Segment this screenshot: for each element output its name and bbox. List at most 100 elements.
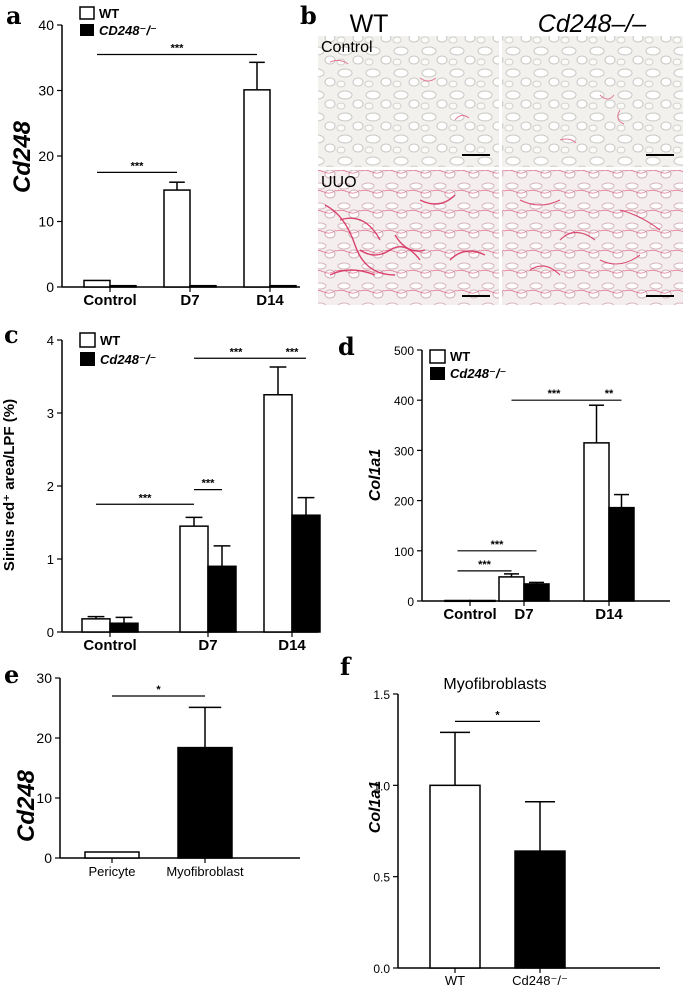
panel-letter-b: b bbox=[300, 1, 317, 30]
legend-swatch-wt bbox=[79, 6, 95, 20]
x-tick-label: Pericyte bbox=[89, 864, 136, 879]
y-tick-label: 10 bbox=[36, 790, 52, 806]
bar bbox=[291, 514, 321, 633]
legend-label-ko: CD248⁻/⁻ bbox=[99, 23, 157, 38]
micrograph-row-label-uuo: UUO bbox=[321, 174, 357, 191]
x-tick-label: Myofibroblast bbox=[166, 864, 244, 879]
legend-label-wt: WT bbox=[99, 6, 119, 21]
y-tick-label: 500 bbox=[394, 344, 414, 358]
legend-label-ko: Cd248⁻/⁻ bbox=[450, 366, 506, 381]
micrograph-col-header-ko: Cd248–/– bbox=[538, 10, 648, 38]
bar bbox=[163, 189, 191, 288]
x-tick-label: D7 bbox=[198, 637, 217, 654]
staining-wt-uuo bbox=[324, 194, 486, 276]
bar bbox=[514, 850, 566, 969]
y-tick-label: 400 bbox=[394, 394, 414, 408]
legend-swatch-ko bbox=[430, 367, 445, 380]
significance-label: *** bbox=[548, 388, 562, 400]
x-tick-label: D14 bbox=[278, 637, 306, 654]
y-tick-label: 20 bbox=[36, 730, 52, 746]
legend-label-wt: WT bbox=[450, 349, 470, 364]
bar bbox=[429, 784, 481, 969]
significance-label: *** bbox=[171, 42, 185, 54]
y-axis-label-e: Cd248 bbox=[13, 769, 40, 842]
legend-d: WT Cd248⁻/⁻ bbox=[429, 349, 506, 381]
bar bbox=[177, 746, 233, 859]
y-tick-label: 0 bbox=[407, 595, 414, 609]
significance-label: *** bbox=[286, 346, 300, 358]
bar bbox=[263, 394, 293, 633]
x-tick-label: D7 bbox=[180, 292, 199, 309]
bar bbox=[189, 284, 217, 288]
y-tick-label: 2 bbox=[47, 479, 54, 494]
x-tick-label: Control bbox=[83, 292, 136, 309]
bar bbox=[84, 851, 140, 859]
x-tick-label: D14 bbox=[595, 606, 623, 623]
panel-letter-a: a bbox=[6, 1, 22, 30]
micrograph-ko-uuo bbox=[502, 170, 683, 305]
x-tick-label: D7 bbox=[514, 606, 533, 623]
micrograph-wt-uuo bbox=[318, 170, 499, 305]
panel-letter-c: c bbox=[4, 320, 19, 349]
y-tick-label: 20 bbox=[38, 148, 54, 164]
legend-a: WT CD248⁻/⁻ bbox=[79, 6, 157, 38]
bar bbox=[243, 89, 271, 288]
significance-label: * bbox=[495, 709, 500, 721]
y-tick-label: 10 bbox=[38, 214, 54, 230]
y-tick-label: 40 bbox=[38, 17, 54, 33]
x-tick-label: Control bbox=[443, 606, 496, 623]
y-tick-label: 1 bbox=[47, 552, 54, 567]
significance-label: ** bbox=[605, 388, 614, 400]
legend-swatch-ko bbox=[80, 352, 95, 366]
x-tick-label: Cd248⁻/⁻ bbox=[512, 973, 568, 985]
bar bbox=[109, 284, 137, 288]
panel-letter-f: f bbox=[340, 652, 352, 681]
y-axis-label-d: Col1a1 bbox=[367, 449, 384, 502]
bar bbox=[469, 599, 496, 603]
staining-ko-control bbox=[559, 94, 625, 144]
y-tick-label: 200 bbox=[394, 495, 414, 509]
significance-label: *** bbox=[478, 559, 492, 571]
bar bbox=[498, 576, 525, 602]
legend-swatch-ko bbox=[80, 24, 94, 36]
legend-label-wt: WT bbox=[100, 333, 120, 348]
x-tick-label: WT bbox=[445, 973, 465, 985]
panel-letter-e: e bbox=[4, 660, 19, 689]
bar bbox=[444, 599, 471, 603]
y-tick-label: 0 bbox=[44, 850, 52, 866]
x-tick-label: Control bbox=[83, 637, 136, 654]
significance-label: *** bbox=[230, 346, 244, 358]
bar bbox=[83, 279, 111, 288]
legend-label-ko: Cd248⁻/⁻ bbox=[100, 352, 156, 367]
staining-wt-control bbox=[329, 59, 470, 121]
y-axis-label-f: Col1a1 bbox=[367, 781, 384, 834]
bar bbox=[207, 565, 237, 633]
bar bbox=[608, 506, 635, 602]
y-tick-label: 100 bbox=[394, 545, 414, 559]
legend-swatch-wt bbox=[79, 332, 96, 348]
micrograph-panel-b: WT Cd248–/– Control UUO bbox=[318, 10, 683, 305]
y-axis-label-c: Sirius red⁺ area/LPF (%) bbox=[1, 399, 18, 571]
y-tick-label: 0 bbox=[47, 625, 54, 640]
y-tick-label: 1.0 bbox=[373, 779, 390, 793]
significance-label: * bbox=[156, 684, 161, 696]
legend-swatch-wt bbox=[429, 349, 446, 364]
y-axis-label-a: Cd248 bbox=[9, 120, 36, 193]
y-tick-label: 0.0 bbox=[373, 962, 390, 976]
bar bbox=[269, 284, 297, 288]
bar bbox=[523, 583, 550, 602]
bar bbox=[179, 525, 209, 633]
significance-label: *** bbox=[139, 492, 153, 504]
micrograph-col-header-wt: WT bbox=[350, 10, 389, 38]
y-tick-label: 3 bbox=[47, 406, 54, 421]
panel-letter-d: d bbox=[338, 332, 355, 361]
y-tick-label: 0 bbox=[46, 279, 54, 295]
micrograph-wt-control bbox=[318, 36, 499, 167]
chart-title-f: Myofibroblasts bbox=[443, 676, 546, 693]
significance-label: *** bbox=[131, 160, 145, 172]
y-tick-label: 4 bbox=[47, 333, 54, 348]
x-tick-label: D14 bbox=[256, 292, 284, 309]
y-tick-label: 1.5 bbox=[373, 688, 390, 702]
